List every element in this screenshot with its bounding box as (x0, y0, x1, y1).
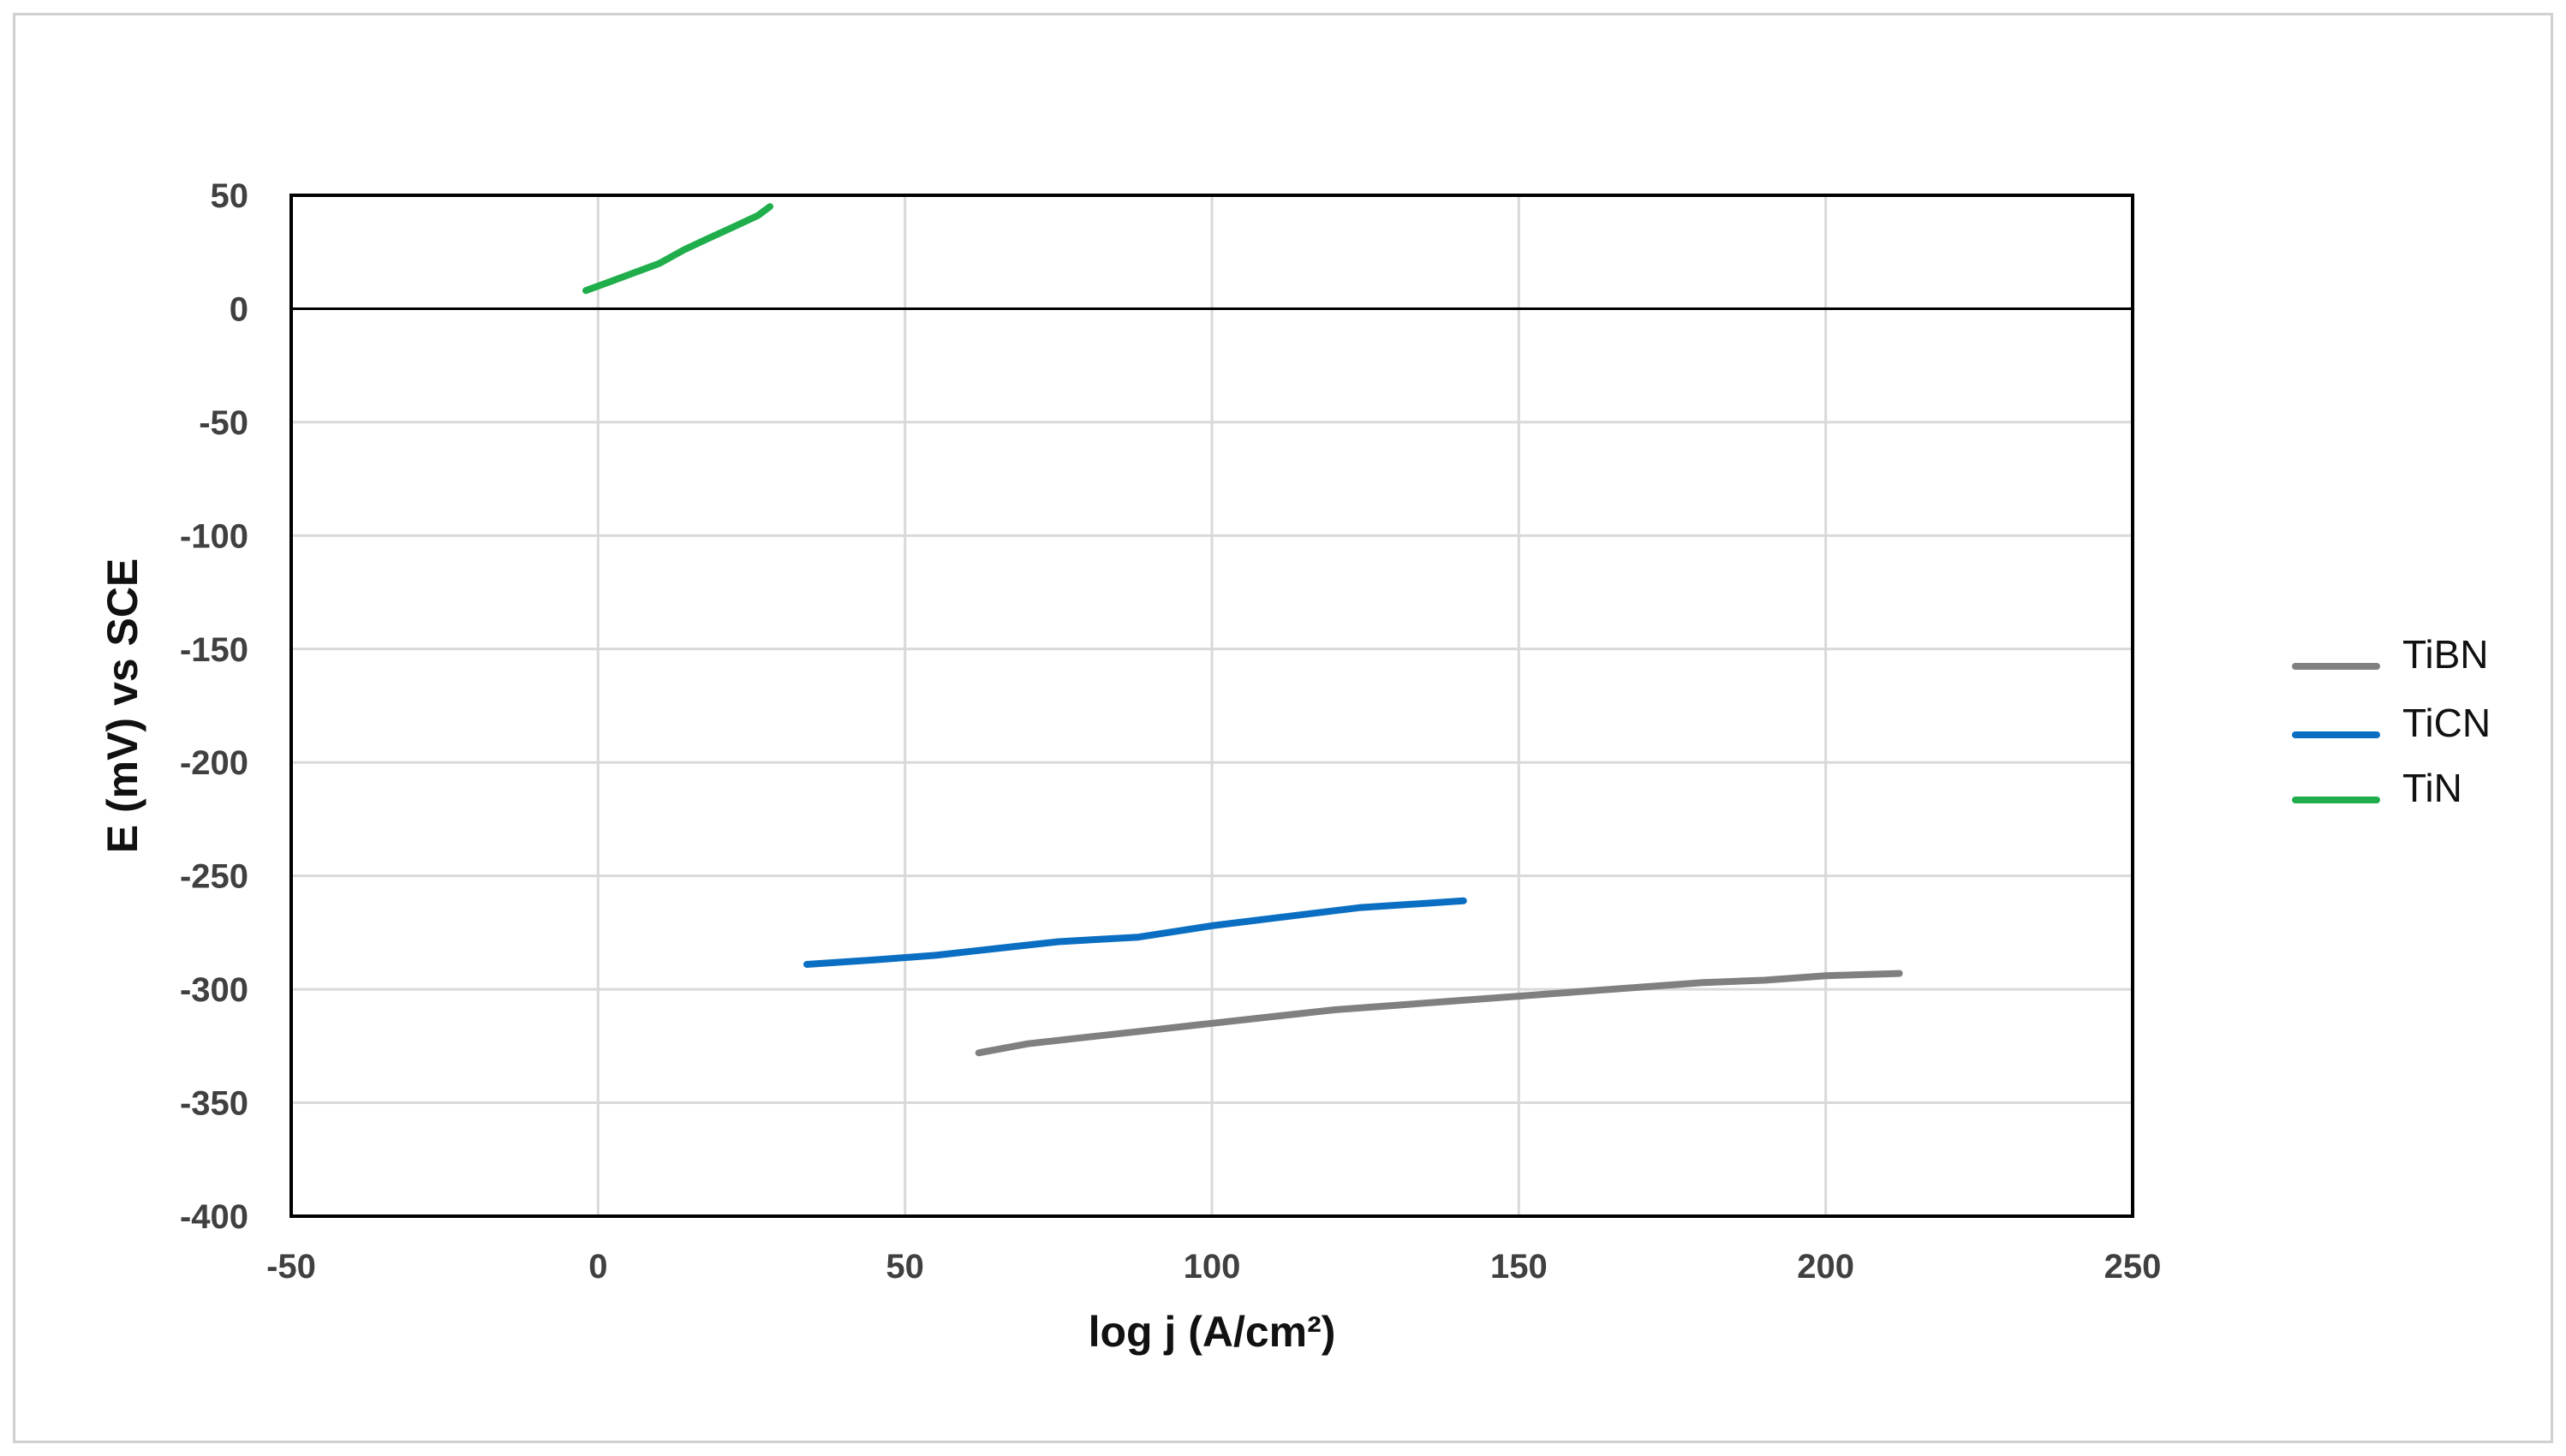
y-axis-ticks: 50 0 -50 -100 -150 -200 -250 -300 -350 -400 (180, 177, 248, 1236)
y-tick-label-0: 50 (211, 177, 249, 215)
y-tick-label-4: -150 (180, 631, 248, 669)
x-tick-label-2: 50 (886, 1248, 924, 1286)
y-tick-label-1: 0 (230, 290, 248, 328)
series-line-tibn (975, 970, 1903, 1057)
x-tick-label-4: 150 (1490, 1248, 1548, 1286)
y-tick-label-2: -50 (199, 404, 248, 442)
y-tick-label-6: -250 (180, 858, 248, 896)
x-tick-label-0: -50 (266, 1248, 316, 1286)
x-tick-label-5: 200 (1797, 1248, 1854, 1286)
legend: TiBN TiCN TiN (2292, 632, 2491, 810)
y-tick-label-9: -400 (180, 1198, 248, 1236)
y-tick-label-7: -300 (180, 971, 248, 1009)
y-tick-label-3: -100 (180, 517, 248, 555)
x-axis-title: log j (A/cm²) (1089, 1308, 1336, 1356)
legend-label-ticn: TiCN (2402, 701, 2491, 745)
series-line-tin (582, 203, 773, 295)
plot-area-border (289, 194, 2134, 1218)
y-axis-title: E (mV) vs SCE (98, 558, 146, 854)
x-tick-label-3: 100 (1184, 1248, 1241, 1286)
grid-lines (289, 194, 2134, 1218)
y-tick-label-8: -350 (180, 1085, 248, 1123)
legend-label-tin: TiN (2402, 766, 2462, 810)
x-axis-ticks: -50 0 50 100 150 200 250 (266, 1248, 2161, 1286)
legend-label-tibn: TiBN (2402, 632, 2489, 677)
series-line-ticn (803, 897, 1467, 968)
x-tick-label-1: 0 (588, 1248, 607, 1286)
series-lines (582, 203, 1903, 1057)
chart-frame (13, 13, 2553, 1443)
y-tick-label-5: -200 (180, 744, 248, 782)
x-tick-label-6: 250 (2104, 1248, 2162, 1286)
